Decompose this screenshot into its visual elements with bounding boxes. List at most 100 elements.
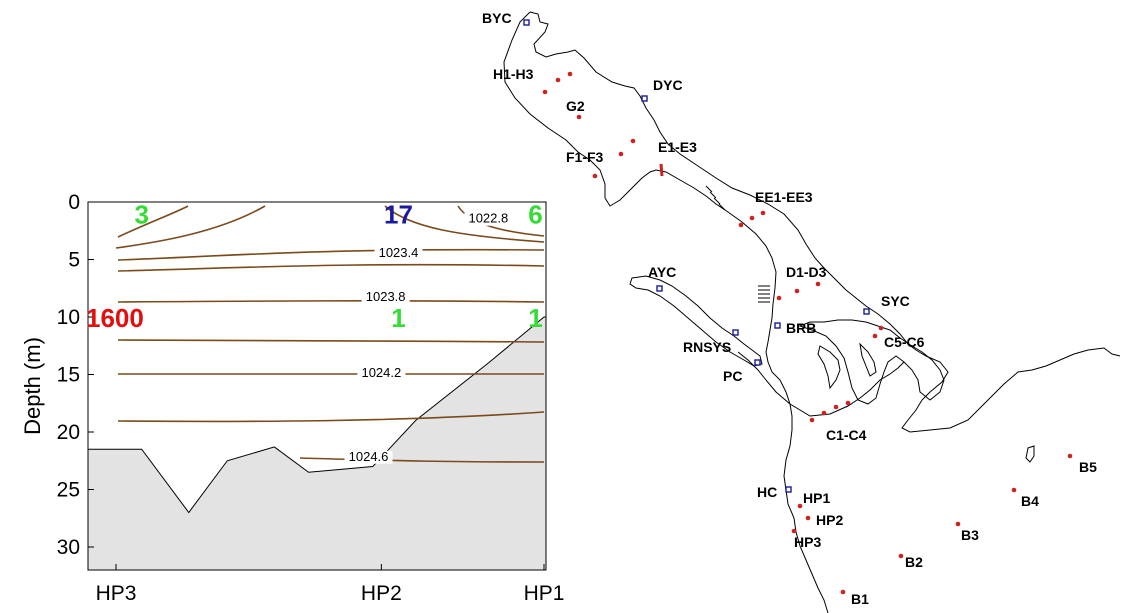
x-tick-label: HP1 bbox=[524, 582, 565, 605]
site-dot bbox=[555, 77, 561, 83]
site-dot bbox=[738, 222, 744, 228]
y-tick-label: 5 bbox=[68, 249, 80, 272]
harbor-square bbox=[754, 359, 761, 366]
label-e1e3: E1-E3 bbox=[658, 139, 697, 155]
count-annotation: 17 bbox=[384, 200, 413, 230]
count-annotation: 1600 bbox=[86, 303, 144, 333]
contour-line bbox=[117, 411, 545, 423]
label-b2: B2 bbox=[905, 554, 923, 570]
label-f1f3: F1-F3 bbox=[566, 149, 604, 165]
label-b3: B3 bbox=[961, 527, 979, 543]
site-dot bbox=[794, 288, 800, 294]
coastline-ayc-spit bbox=[629, 275, 763, 367]
y-tick-label: 0 bbox=[68, 191, 80, 214]
site-dot bbox=[791, 528, 797, 534]
site-dot bbox=[840, 589, 846, 595]
site-dot bbox=[805, 515, 811, 521]
site-dot bbox=[760, 210, 766, 216]
contour-line bbox=[299, 457, 545, 463]
x-tick-label: HP2 bbox=[361, 582, 402, 605]
label-b5: B5 bbox=[1079, 459, 1097, 475]
contour-labels: 1022.8 1023.4 1023.8 1024.2 1024.6 bbox=[344, 211, 513, 464]
site-dot bbox=[872, 333, 878, 339]
contour-label: 1024.2 bbox=[361, 365, 401, 380]
contour-label-bg bbox=[374, 247, 423, 261]
site-dot bbox=[797, 503, 803, 509]
count-annotation: 1 bbox=[528, 303, 542, 333]
harbor-square bbox=[656, 285, 663, 292]
site-dot bbox=[567, 71, 573, 77]
coastline-inlet bbox=[859, 342, 877, 377]
contour-line bbox=[117, 205, 189, 238]
site-dot bbox=[878, 325, 884, 331]
y-tick-label: 30 bbox=[57, 536, 80, 559]
sampling-sites bbox=[542, 71, 1073, 595]
contour-label: 1022.8 bbox=[468, 211, 508, 226]
harbor-square bbox=[863, 308, 870, 315]
site-dot bbox=[821, 410, 827, 416]
contour-label-bg bbox=[361, 290, 410, 304]
plot-frame bbox=[87, 201, 547, 571]
harbor-square bbox=[523, 19, 530, 26]
label-hp3: HP3 bbox=[794, 534, 821, 550]
coastline-southwest bbox=[765, 351, 829, 613]
harbor-markers bbox=[523, 19, 870, 493]
site-dot bbox=[898, 553, 904, 559]
count-annotation: 1 bbox=[391, 303, 405, 333]
site-dot bbox=[809, 417, 815, 423]
coastline-west bbox=[503, 11, 777, 353]
label-hc: HC bbox=[757, 484, 777, 500]
label-g2: G2 bbox=[566, 98, 585, 114]
harbor-square bbox=[774, 322, 781, 329]
contour-line bbox=[117, 263, 545, 272]
contour-label-bg bbox=[464, 212, 513, 226]
coastline-southwest-inner bbox=[737, 351, 905, 417]
site-dot bbox=[1011, 487, 1017, 493]
label-dyc: DYC bbox=[653, 77, 683, 93]
label-c5c6: C5-C6 bbox=[884, 334, 925, 350]
coastline-main bbox=[529, 11, 1121, 433]
y-tick-label: 15 bbox=[57, 364, 80, 387]
harbor-square bbox=[732, 329, 739, 336]
count-annotation: 3 bbox=[134, 200, 148, 230]
contour-line bbox=[117, 300, 545, 303]
label-pc: PC bbox=[723, 368, 742, 384]
site-dot bbox=[749, 215, 755, 221]
harbor-square bbox=[785, 486, 792, 493]
contour-label: 1023.8 bbox=[366, 289, 406, 304]
coastline-map: BYC H1-H3 DYC G2 E1-E3 F1-F3 EE1-EE3 AYC… bbox=[482, 10, 1121, 613]
depth-section-plot: 1022.8 1023.4 1023.8 1024.2 1024.6 0 5 10 15 20 2… bbox=[20, 191, 564, 605]
contour-line bbox=[117, 339, 545, 343]
label-c1c4: C1-C4 bbox=[826, 427, 867, 443]
contour-lines bbox=[115, 205, 545, 463]
contour-label-bg bbox=[344, 450, 393, 464]
y-tick-label: 10 bbox=[57, 306, 80, 329]
contour-line bbox=[384, 205, 545, 243]
site-dot bbox=[592, 173, 598, 179]
y-axis-label: Depth (m) bbox=[20, 337, 45, 435]
contour-line bbox=[117, 248, 545, 261]
label-syc: SYC bbox=[881, 293, 910, 309]
marina-structures bbox=[705, 185, 770, 303]
site-dot bbox=[542, 89, 548, 95]
label-brb: BRB bbox=[786, 320, 816, 336]
y-tick-label: 25 bbox=[57, 479, 80, 502]
label-ayc: AYC bbox=[648, 264, 676, 280]
label-h1h3: H1-H3 bbox=[493, 66, 534, 82]
label-d1d3: D1-D3 bbox=[786, 264, 827, 280]
site-dot bbox=[776, 295, 782, 301]
station-count-annotations: 3 17 6 1600 1 1 bbox=[86, 200, 543, 334]
label-hp1: HP1 bbox=[803, 490, 830, 506]
label-b1: B1 bbox=[851, 591, 869, 607]
x-tick-label: HP3 bbox=[96, 582, 137, 605]
x-axis-ticks: HP3 HP2 HP1 bbox=[96, 564, 565, 605]
y-axis-ticks: 0 5 10 15 20 25 30 bbox=[57, 191, 94, 559]
contour-label: 1023.4 bbox=[379, 245, 419, 260]
site-dot bbox=[815, 281, 821, 287]
label-byc: BYC bbox=[482, 10, 512, 26]
label-hp2: HP2 bbox=[816, 512, 843, 528]
site-dot bbox=[845, 400, 851, 406]
coastline-inner-bay bbox=[798, 319, 945, 405]
count-annotation: 6 bbox=[528, 200, 542, 230]
